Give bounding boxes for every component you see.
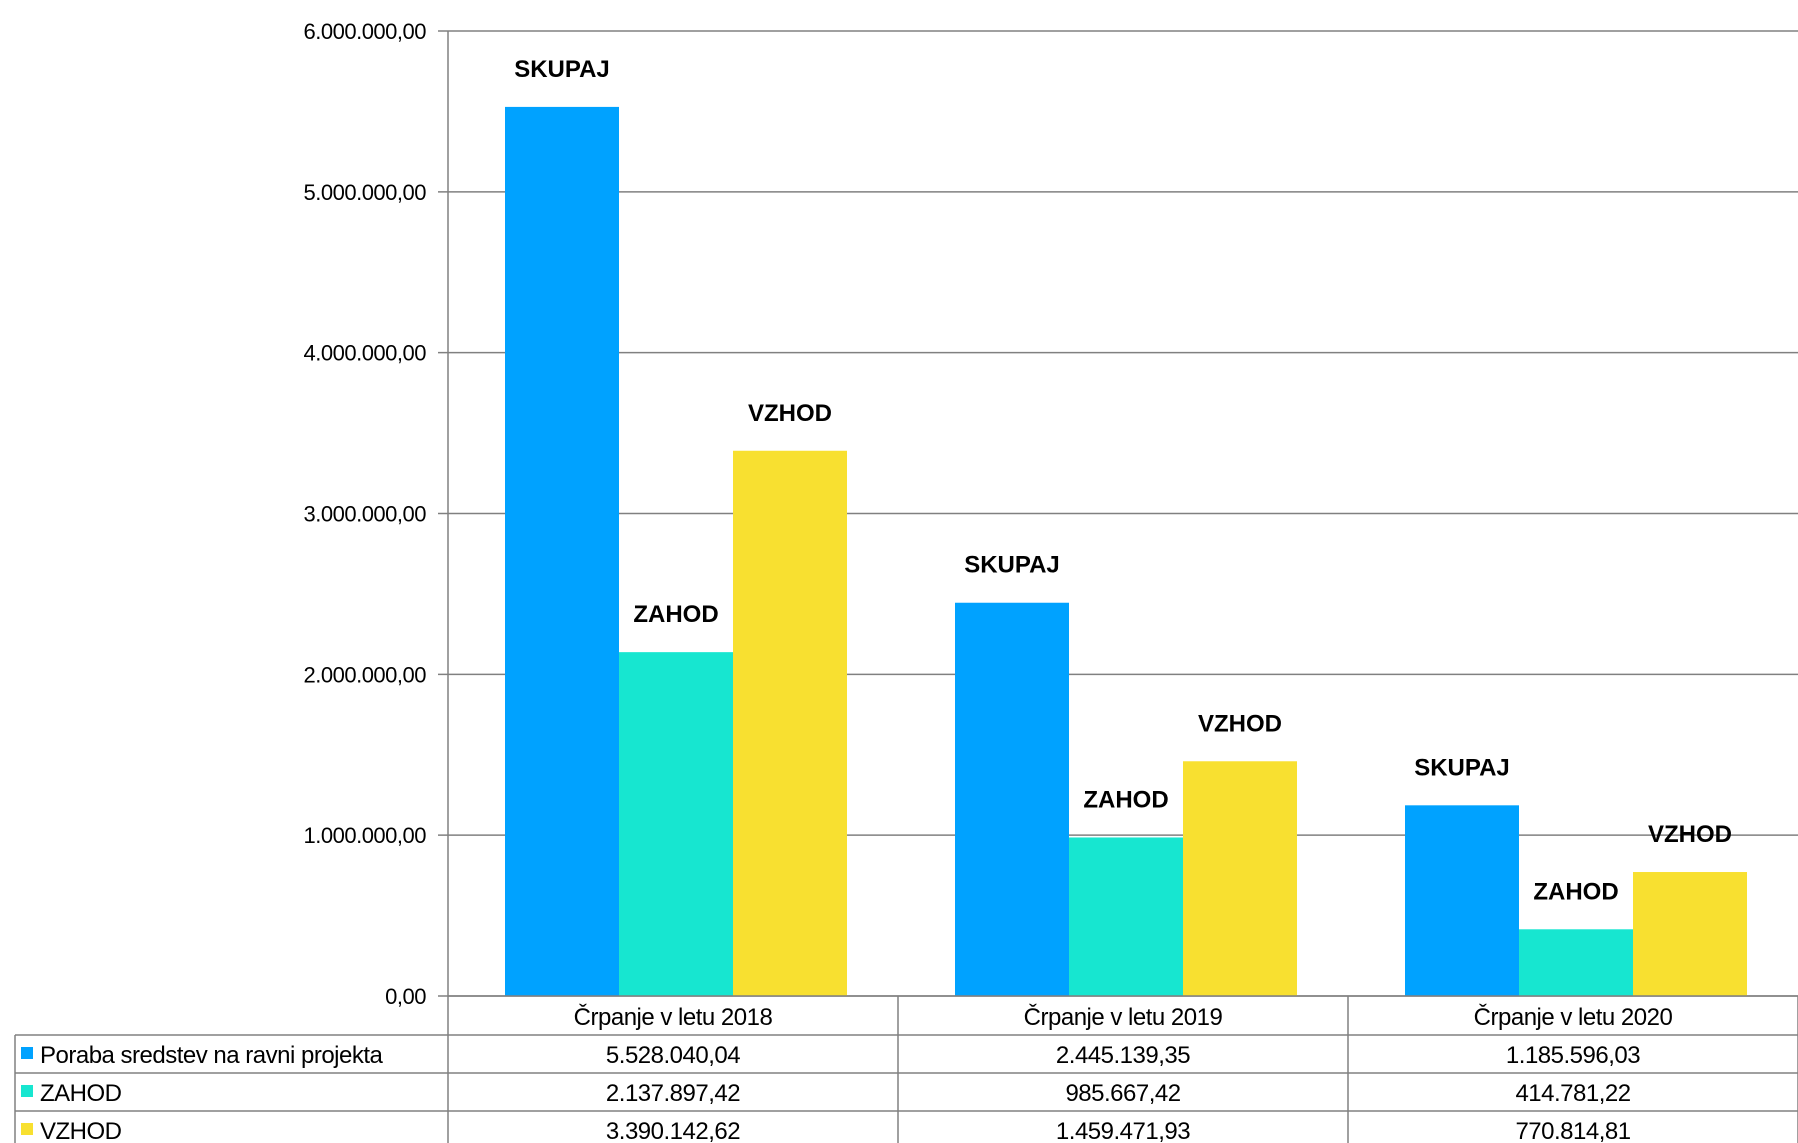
legend-label: Poraba sredstev na ravni projekta xyxy=(40,1042,384,1069)
y-tick-label: 0,00 xyxy=(385,984,426,1009)
data-label: SKUPAJ xyxy=(514,56,610,83)
legend-label: ZAHOD xyxy=(40,1080,122,1107)
legend-key xyxy=(21,1123,33,1135)
data-label: SKUPAJ xyxy=(1414,754,1510,781)
table-cell: 985.667,42 xyxy=(1065,1080,1180,1107)
y-tick-label: 1.000.000,00 xyxy=(304,823,427,848)
table-cell: 2.445.139,35 xyxy=(1056,1042,1190,1069)
y-tick-label: 3.000.000,00 xyxy=(304,502,427,527)
table-cell: 1.459.471,93 xyxy=(1056,1118,1190,1143)
category-label: Črpanje v letu 2018 xyxy=(574,1003,773,1031)
data-label: VZHOD xyxy=(748,400,832,427)
bar xyxy=(1633,872,1747,996)
y-tick-label: 2.000.000,00 xyxy=(304,662,427,687)
y-tick-label: 5.000.000,00 xyxy=(304,180,427,205)
bar xyxy=(619,652,733,996)
category-label: Črpanje v letu 2020 xyxy=(1474,1003,1673,1031)
bar xyxy=(1519,929,1633,996)
table-cell: 5.528.040,04 xyxy=(606,1042,740,1069)
y-axis: 0,00 1.000.000,00 2.000.000,00 3.000.000,00… xyxy=(304,19,449,1009)
bar xyxy=(955,602,1069,996)
data-label: ZAHOD xyxy=(1533,878,1618,905)
table-cell: 2.137.897,42 xyxy=(606,1080,740,1107)
bars xyxy=(505,106,1747,997)
bar xyxy=(1069,837,1183,996)
table-cell: 414.781,22 xyxy=(1515,1080,1630,1107)
data-label: ZAHOD xyxy=(1083,786,1168,813)
bar xyxy=(733,450,847,996)
bar xyxy=(1405,805,1519,996)
table-cell: 1.185.596,03 xyxy=(1506,1042,1640,1069)
data-table: Črpanje v letu 2018 Črpanje v letu 2019 Čr… xyxy=(14,995,1798,1143)
y-tick-label: 4.000.000,00 xyxy=(304,341,427,366)
data-label: VZHOD xyxy=(1648,821,1732,848)
legend-key xyxy=(21,1047,33,1059)
y-tick-label: 6.000.000,00 xyxy=(304,19,427,44)
legend-key xyxy=(21,1085,33,1097)
data-labels: SKUPAJ SKUPAJ SKUPAJ ZAHOD ZAHOD ZAHOD VZHOD VZ… xyxy=(514,56,1732,905)
data-label: VZHOD xyxy=(1198,710,1282,737)
bar xyxy=(1183,761,1297,996)
data-label: ZAHOD xyxy=(633,601,718,628)
legend-label: VZHOD xyxy=(40,1118,122,1143)
category-label: Črpanje v letu 2019 xyxy=(1024,1003,1223,1031)
table-cell: 770.814,81 xyxy=(1515,1118,1630,1143)
table-cell: 3.390.142,62 xyxy=(606,1118,740,1143)
data-label: SKUPAJ xyxy=(964,552,1060,579)
bar xyxy=(505,106,619,997)
